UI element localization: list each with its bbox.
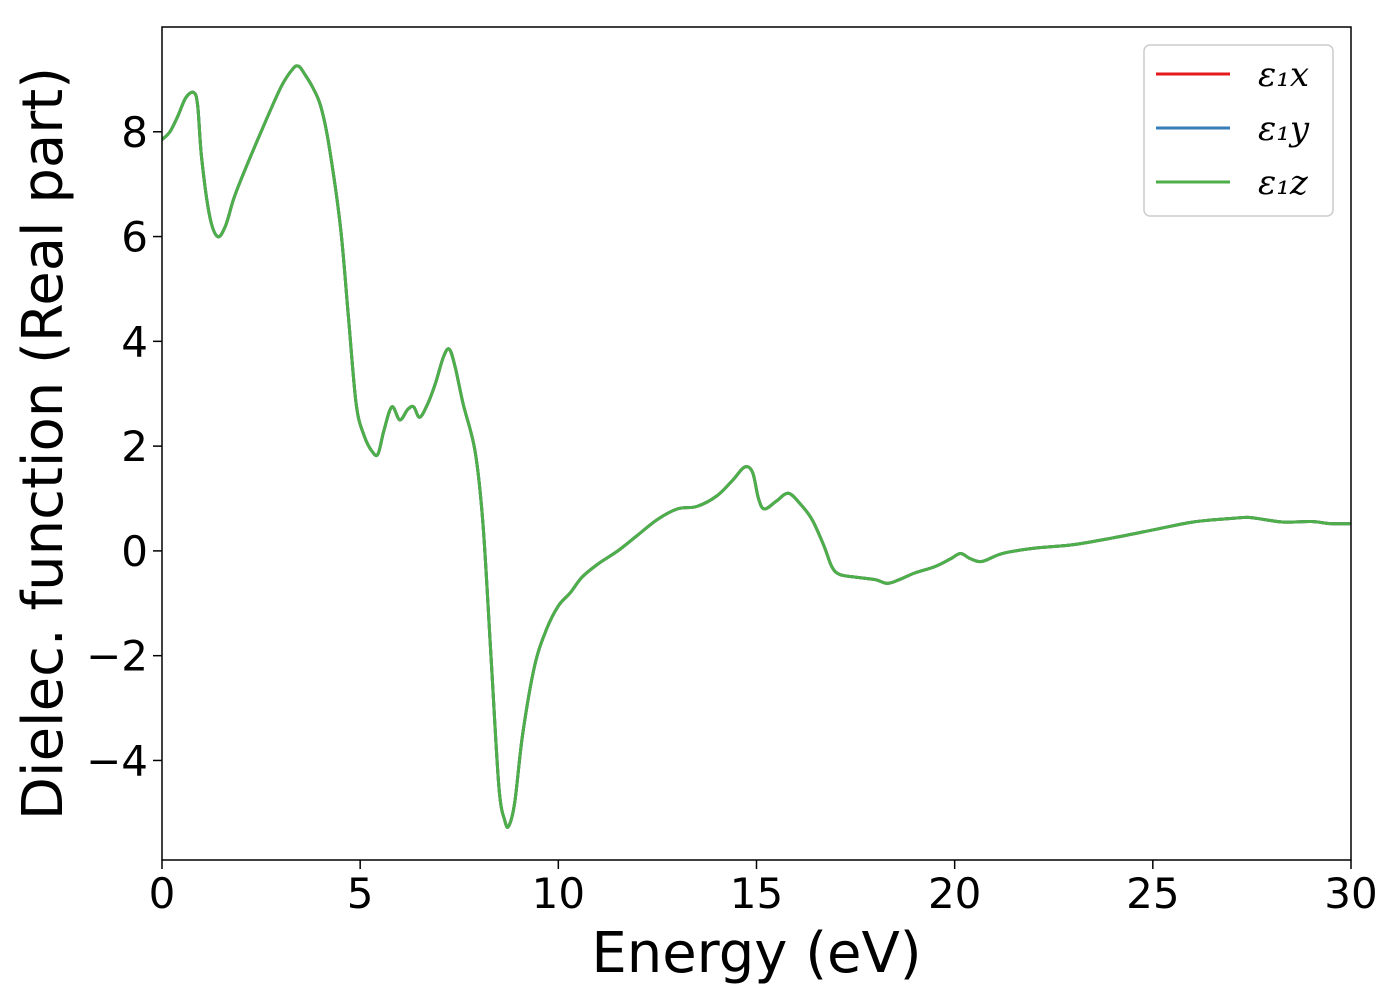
legend-label-1: ε₁y xyxy=(1258,109,1310,149)
y-tick-label: 0 xyxy=(121,527,148,576)
y-axis-label: Dielec. function (Real part) xyxy=(11,67,76,820)
x-tick-label: 20 xyxy=(928,869,981,918)
y-tick-label: 2 xyxy=(121,422,148,471)
x-tick-label: 0 xyxy=(149,869,176,918)
y-tick-label: −2 xyxy=(86,632,148,681)
y-tick-label: 8 xyxy=(121,108,148,157)
y-tick-label: −4 xyxy=(86,736,148,785)
y-tick-label: 6 xyxy=(121,213,148,262)
x-tick-label: 25 xyxy=(1126,869,1179,918)
series-layer xyxy=(162,64,1351,829)
x-tick-label: 30 xyxy=(1324,869,1377,918)
series-line-2 xyxy=(162,64,1351,829)
legend-box xyxy=(1143,44,1334,217)
y-axis: −4 −2 0 2 4 6 8 xyxy=(86,108,162,785)
legend: ε₁x ε₁y ε₁z xyxy=(1143,44,1334,217)
y-tick-label: 4 xyxy=(121,317,148,366)
x-axis: 0 5 10 15 20 25 30 xyxy=(149,860,1378,918)
legend-label-2: ε₁z xyxy=(1258,163,1309,203)
legend-label-0: ε₁x xyxy=(1258,55,1309,95)
x-tick-label: 5 xyxy=(347,869,374,918)
x-axis-label: Energy (eV) xyxy=(591,921,921,986)
x-tick-label: 15 xyxy=(730,869,783,918)
x-tick-label: 10 xyxy=(532,869,585,918)
